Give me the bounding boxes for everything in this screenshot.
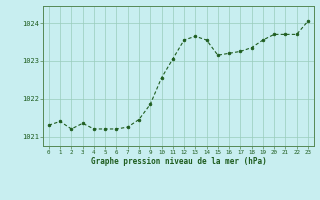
X-axis label: Graphe pression niveau de la mer (hPa): Graphe pression niveau de la mer (hPa) (91, 157, 266, 166)
